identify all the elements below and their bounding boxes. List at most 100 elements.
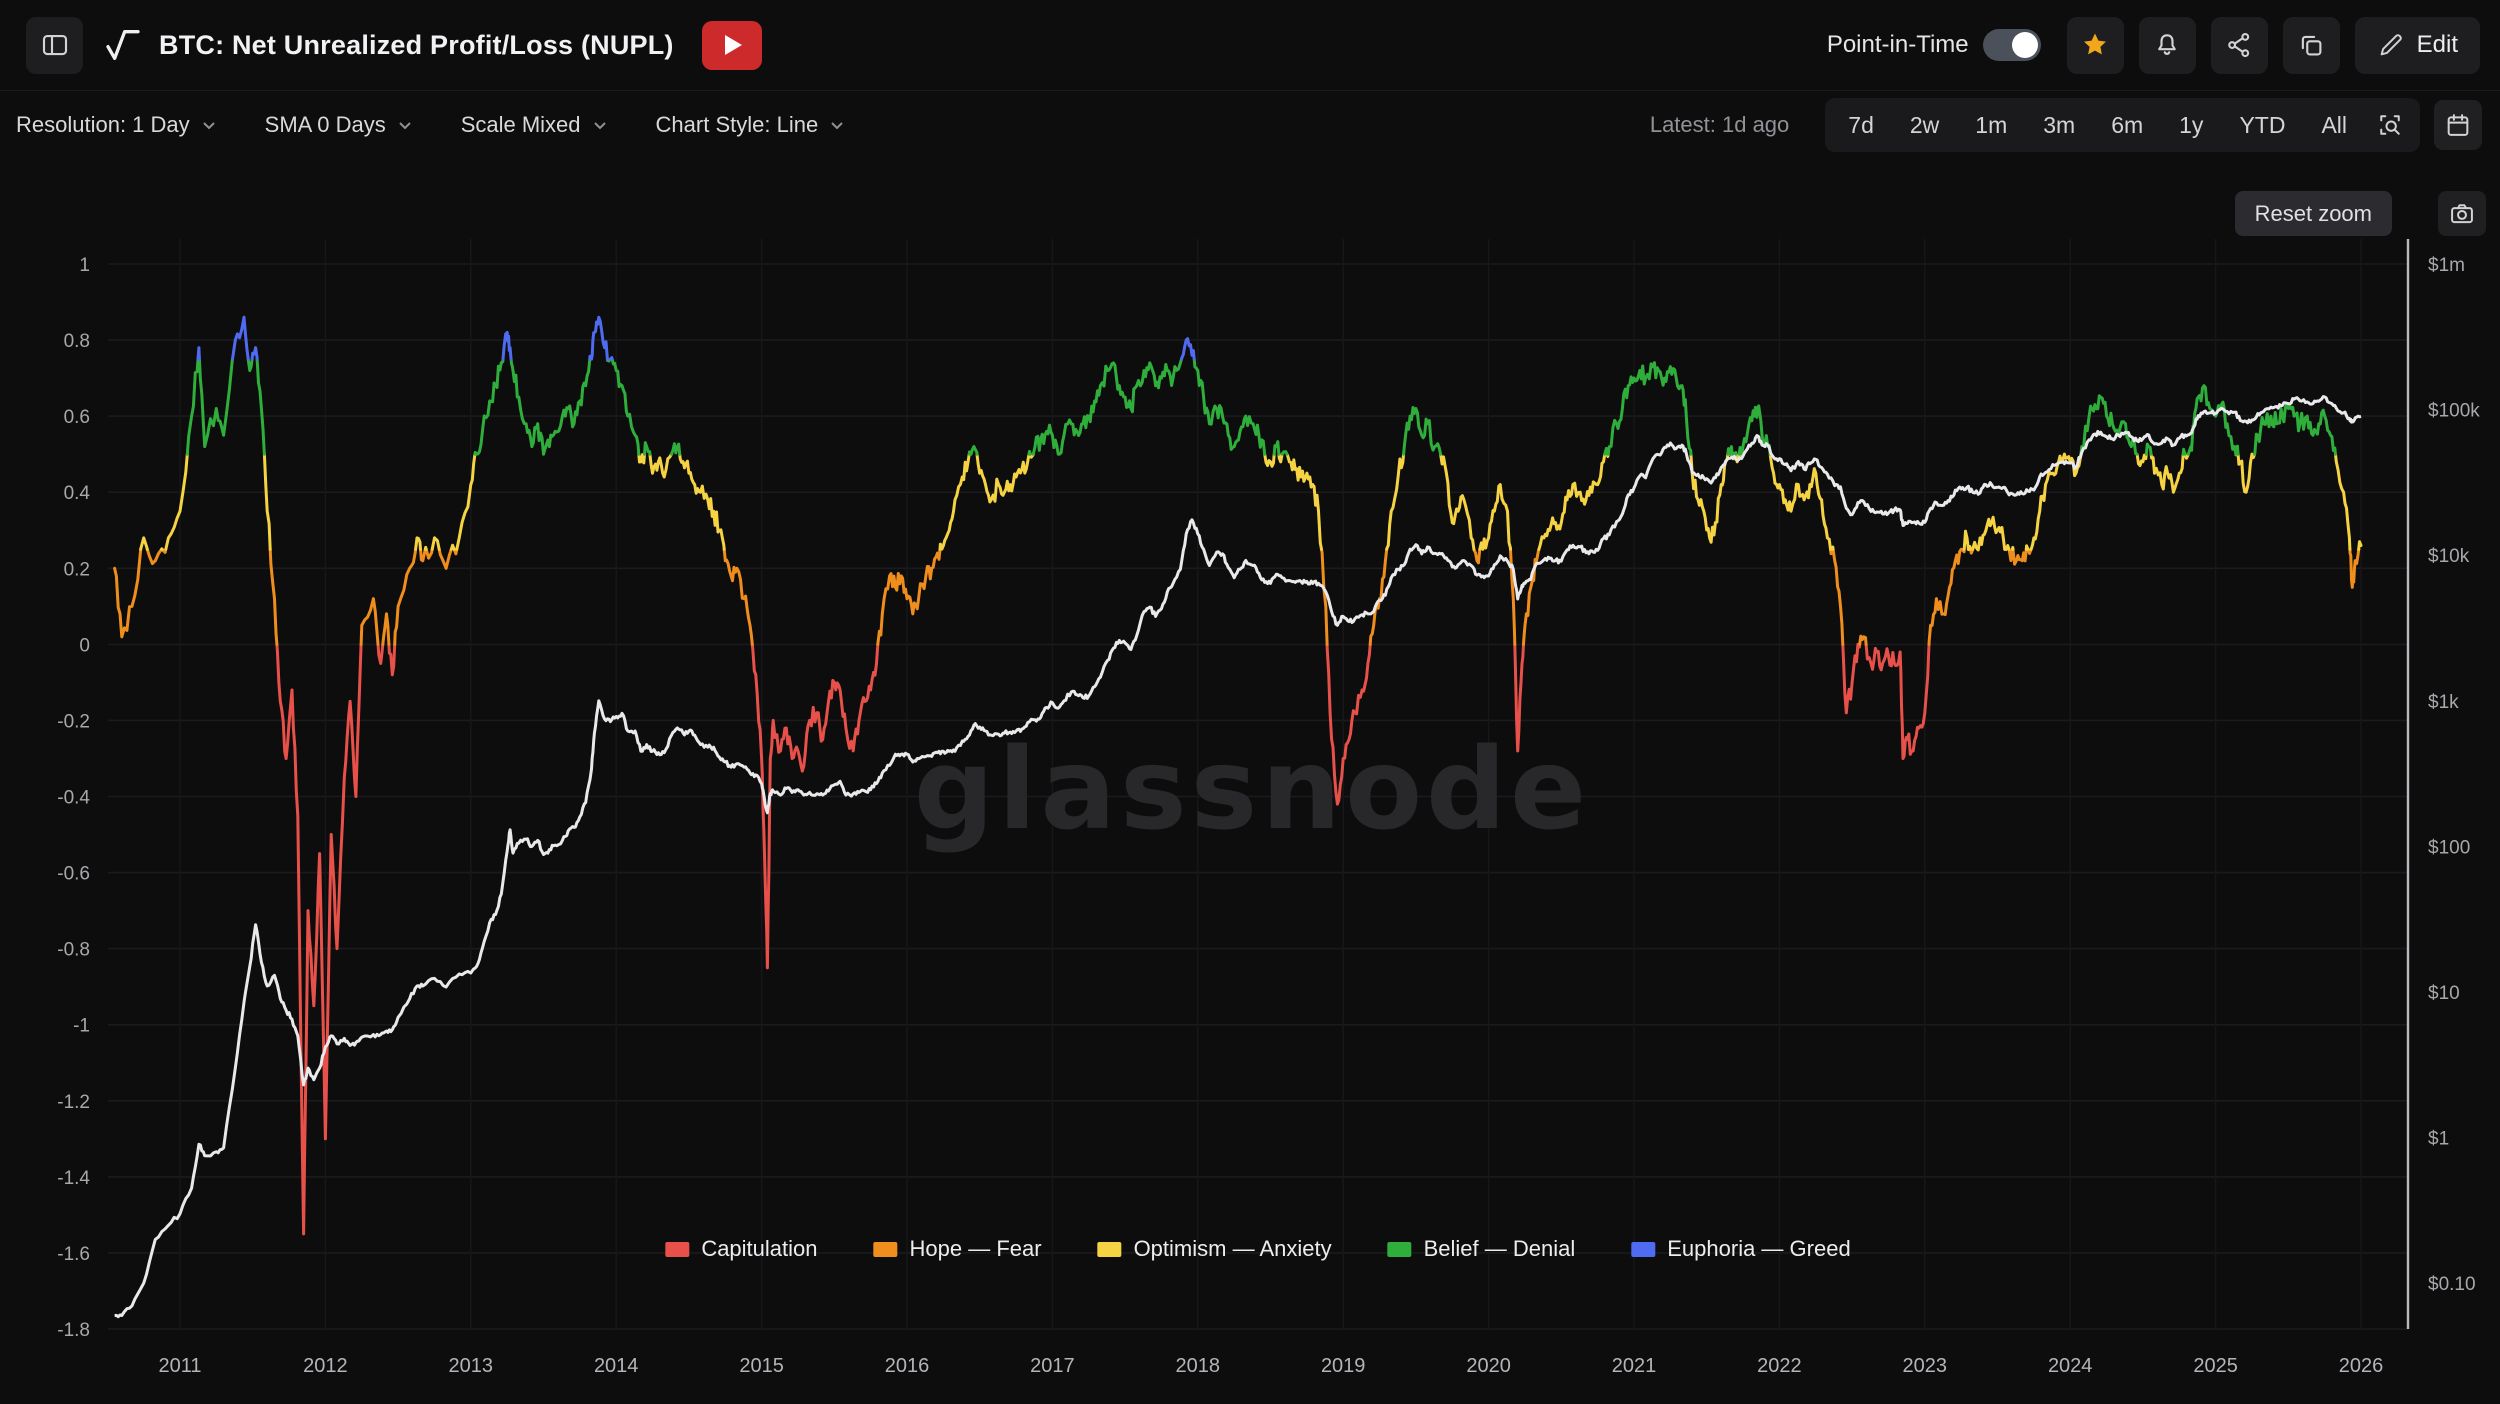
legend-color-chip [1631,1241,1656,1257]
svg-text:2024: 2024 [2048,1355,2093,1377]
edit-label: Edit [2416,31,2458,58]
svg-text:0: 0 [79,635,90,656]
svg-text:2020: 2020 [1466,1355,1511,1377]
range-7d[interactable]: 7d [1848,111,1874,138]
svg-text:$10: $10 [2428,983,2460,1004]
svg-text:2023: 2023 [1903,1355,1948,1377]
svg-text:-1.8: -1.8 [57,1320,90,1341]
svg-text:2018: 2018 [1176,1355,1221,1377]
youtube-button[interactable] [701,20,762,70]
pencil-icon [2380,34,2402,56]
legend-label: Capitulation [701,1236,818,1261]
share-button[interactable] [2210,16,2268,74]
legend-item[interactable]: Optimism — Anxiety [1097,1236,1332,1262]
favorite-button[interactable] [2066,16,2124,74]
chart-style-dropdown[interactable]: Chart Style: Line [656,112,848,138]
screenshot-button[interactable] [2438,191,2486,236]
panel-left-icon [42,34,67,56]
chevron-down-icon [831,122,843,130]
svg-text:$1: $1 [2428,1129,2449,1150]
legend-color-chip [1387,1241,1412,1257]
glassnode-watermark: glassnode [914,725,1590,855]
range-1m[interactable]: 1m [1975,111,2008,138]
svg-text:2013: 2013 [449,1355,494,1377]
calendar-button[interactable] [2434,100,2482,150]
point-in-time-label: Point-in-Time [1826,31,1969,58]
scale-dropdown[interactable]: Scale Mixed [461,112,610,138]
edit-button[interactable]: Edit [2354,16,2480,74]
legend-item[interactable]: Belief — Denial [1387,1236,1576,1262]
sma-dropdown[interactable]: SMA 0 Days [265,112,415,138]
svg-text:2026: 2026 [2339,1355,2384,1377]
svg-text:2025: 2025 [2193,1355,2238,1377]
svg-text:$1k: $1k [2428,692,2459,713]
star-icon [2084,33,2107,55]
bell-icon [2158,34,2176,55]
range-all[interactable]: All [2321,111,2347,138]
svg-text:2021: 2021 [1612,1355,1657,1377]
point-in-time-toggle[interactable] [1982,29,2041,61]
legend-label: Optimism — Anxiety [1133,1236,1332,1261]
page-title: BTC: Net Unrealized Profit/Loss (NUPL) [159,29,674,60]
range-ytd[interactable]: YTD [2239,111,2286,138]
latest-timestamp: Latest: 1d ago [1649,112,1790,137]
range-2w[interactable]: 2w [1909,111,1940,138]
copy-icon [2301,35,2322,56]
svg-text:-1.4: -1.4 [57,1168,90,1189]
svg-text:-1: -1 [73,1016,90,1037]
legend-label: Hope — Fear [909,1236,1042,1261]
svg-text:-1.2: -1.2 [57,1092,90,1113]
chevron-down-icon [202,122,215,130]
scale-label: Scale Mixed [460,112,581,137]
legend-item[interactable]: Hope — Fear [873,1236,1042,1262]
range-3m[interactable]: 3m [2043,111,2076,138]
svg-text:$100k: $100k [2428,401,2480,422]
resolution-label: Resolution: 1 Day [16,112,190,137]
svg-text:0.4: 0.4 [64,483,91,504]
legend-label: Belief — Denial [1423,1236,1576,1261]
notifications-button[interactable] [2138,16,2196,74]
svg-text:2017: 2017 [1030,1355,1075,1377]
svg-text:$10k: $10k [2428,546,2470,567]
legend-color-chip [1097,1241,1122,1257]
svg-text:$1m: $1m [2428,255,2465,276]
svg-text:2012: 2012 [303,1355,348,1377]
camera-icon [2451,203,2473,223]
chart-legend: Capitulation Hope — Fear Optimism — Anxiet… [665,1236,1851,1262]
svg-text:1: 1 [79,255,90,276]
svg-text:0.6: 0.6 [64,407,90,428]
reset-zoom-button[interactable]: Reset zoom [2234,191,2392,236]
chevron-down-icon [398,122,411,130]
toggle-knob [2011,32,2038,58]
legend-color-chip [873,1241,898,1257]
svg-text:$0.10: $0.10 [2428,1274,2476,1295]
legend-item[interactable]: Euphoria — Greed [1631,1236,1851,1262]
svg-text:0.8: 0.8 [64,331,90,352]
svg-text:2011: 2011 [158,1355,201,1377]
chart-style-label: Chart Style: Line [655,112,819,137]
svg-text:2016: 2016 [885,1355,930,1377]
range-selector: 7d 2w 1m 3m 6m 1y YTD All [1825,98,2420,152]
svg-text:2014: 2014 [594,1355,639,1377]
zoom-area-button[interactable] [2366,103,2414,147]
sqrt-icon [106,30,140,60]
copy-button[interactable] [2282,16,2340,74]
sma-label: SMA 0 Days [264,112,386,137]
sidebar-toggle-button[interactable] [26,16,83,74]
share-icon [2228,32,2250,58]
top-toolbar: BTC: Net Unrealized Profit/Loss (NUPL) P… [0,0,2500,91]
zoom-area-icon [2380,115,2400,135]
svg-text:-0.8: -0.8 [57,940,90,961]
svg-text:-1.6: -1.6 [57,1244,90,1265]
range-6m[interactable]: 6m [2111,111,2144,138]
svg-text:-0.6: -0.6 [57,864,90,885]
metric-logo [103,25,143,65]
legend-color-chip [665,1241,690,1257]
legend-item[interactable]: Capitulation [665,1236,818,1262]
calendar-icon [2447,114,2469,136]
resolution-dropdown[interactable]: Resolution: 1 Day [16,112,219,138]
svg-text:2019: 2019 [1321,1355,1366,1377]
range-1y[interactable]: 1y [2179,111,2204,138]
chart-toolbar: Resolution: 1 Day SMA 0 Days Scale Mixed… [0,91,2500,159]
